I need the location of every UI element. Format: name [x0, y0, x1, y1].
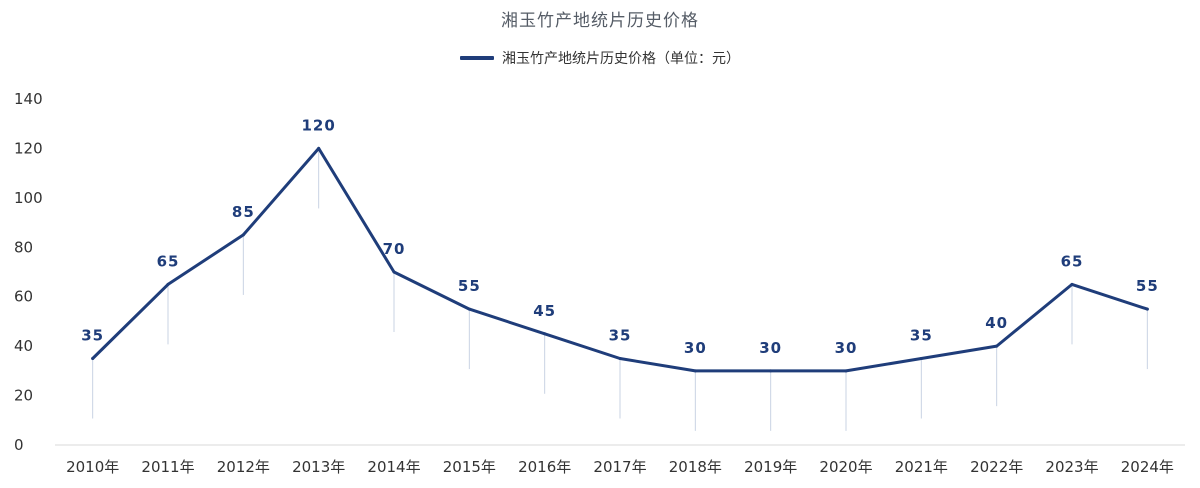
x-tick-label: 2018年	[669, 458, 722, 476]
y-tick-label: 120	[14, 139, 43, 157]
x-tick-label: 2015年	[443, 458, 496, 476]
data-point	[693, 369, 697, 373]
x-tick-label: 2013年	[292, 458, 345, 476]
data-point	[618, 357, 622, 360]
y-tick-label: 140	[14, 90, 43, 108]
y-tick-label: 60	[14, 288, 33, 306]
y-tick-label: 100	[14, 189, 43, 207]
data-point	[995, 344, 999, 348]
data-label: 30	[759, 339, 782, 357]
data-point	[317, 146, 321, 150]
legend: 湘玉竹产地统片历史价格（单位：元）	[0, 48, 1200, 68]
y-tick-label: 40	[14, 337, 33, 355]
data-point	[91, 357, 95, 360]
data-label: 70	[383, 240, 406, 258]
x-tick-label: 2020年	[819, 458, 872, 476]
data-point	[1145, 307, 1149, 311]
y-tick-label: 80	[14, 238, 33, 256]
data-label: 65	[157, 252, 180, 270]
chart-title: 湘玉竹产地统片历史价格	[501, 11, 699, 31]
data-point	[467, 307, 471, 311]
x-tick-label: 2019年	[744, 458, 797, 476]
y-tick-label: 20	[14, 387, 33, 405]
legend-line-swatch	[460, 56, 494, 60]
x-tick-label: 2010年	[66, 458, 119, 476]
data-label: 30	[835, 339, 858, 357]
x-tick-label: 2014年	[367, 458, 420, 476]
x-tick-label: 2022年	[970, 458, 1023, 476]
data-point	[392, 270, 396, 274]
data-point	[241, 233, 245, 237]
x-tick-label: 2011年	[141, 458, 194, 476]
data-point	[769, 369, 773, 373]
data-label: 45	[533, 302, 556, 320]
data-point	[919, 357, 923, 360]
y-tick-label: 0	[14, 436, 24, 454]
legend-label: 湘玉竹产地统片历史价格（单位：元）	[502, 51, 740, 67]
data-label: 30	[684, 339, 707, 357]
x-tick-label: 2016年	[518, 458, 571, 476]
x-tick-label: 2012年	[217, 458, 270, 476]
data-label: 85	[232, 203, 255, 221]
x-tick-label: 2021年	[895, 458, 948, 476]
data-point	[543, 332, 547, 336]
data-label: 35	[910, 327, 933, 345]
data-point	[844, 369, 848, 373]
data-label: 55	[458, 277, 481, 295]
x-tick-label: 2017年	[593, 458, 646, 476]
data-label: 55	[1136, 277, 1159, 295]
data-label: 35	[609, 327, 632, 345]
x-tick-label: 2024年	[1121, 458, 1174, 476]
data-label: 120	[302, 116, 336, 134]
data-label: 65	[1061, 252, 1084, 270]
data-label: 35	[81, 327, 104, 345]
data-point	[1070, 282, 1074, 286]
data-label: 40	[985, 314, 1008, 332]
x-tick-label: 2023年	[1045, 458, 1098, 476]
data-point	[166, 282, 170, 286]
